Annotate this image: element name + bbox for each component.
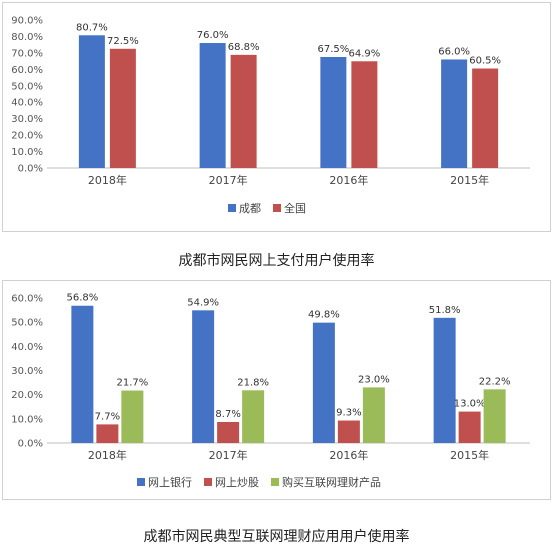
data-label: 22.2% (479, 376, 511, 387)
bar-3 (242, 390, 265, 443)
bar-1 (199, 43, 226, 169)
bar-1 (71, 305, 94, 443)
data-label: 49.8% (308, 310, 340, 321)
y-tick-label: 40.0% (11, 342, 43, 353)
bar-1 (192, 310, 215, 443)
chart-frame-bottom (2, 280, 551, 500)
bar-2 (337, 420, 360, 443)
bar-1 (441, 59, 468, 168)
y-tick-label: 30.0% (11, 366, 43, 377)
bar-2 (109, 48, 136, 168)
legend-swatch (273, 204, 281, 212)
bar-1 (433, 317, 456, 443)
bar-2 (230, 54, 257, 168)
bar-1 (78, 35, 105, 168)
data-label: 68.8% (228, 42, 260, 53)
x-tick-label: 2017年 (209, 173, 248, 187)
x-tick-label: 2015年 (450, 448, 489, 462)
y-tick-label: 50.0% (11, 81, 43, 92)
bar-2 (472, 68, 499, 168)
y-tick-label: 60.0% (11, 65, 43, 76)
data-label: 13.0% (454, 399, 486, 410)
legend-label: 全国 (284, 201, 306, 215)
legend-swatch (137, 478, 145, 486)
x-tick-label: 2018年 (88, 173, 127, 187)
wealth-app-usage-chart: 0.0% 10.0% 20.0% 30.0% 40.0% 50.0% 60.0% 56.8% 7… (11, 293, 530, 489)
chart-title-top: 成都市网民网上支付用户使用率 (178, 253, 375, 269)
data-label: 66.0% (438, 46, 470, 57)
chart-title-bottom: 成都市网民典型互联网理财应用用户使用率 (143, 529, 410, 545)
data-label: 8.7% (215, 409, 240, 420)
legend-swatch (228, 204, 236, 212)
y-tick-label: 40.0% (11, 98, 43, 109)
data-label: 60.5% (469, 56, 501, 67)
y-tick-label: 30.0% (11, 114, 43, 125)
data-label: 76.0% (197, 30, 229, 41)
bar-2 (96, 424, 119, 443)
data-label: 54.9% (187, 297, 219, 308)
data-label: 72.5% (107, 36, 139, 47)
data-label: 56.8% (66, 293, 98, 304)
data-label: 7.7% (95, 411, 120, 422)
legend-label: 网上银行 (148, 475, 192, 489)
legend-label: 成都 (239, 202, 261, 215)
chart-panel-top: 0.0% 10.0% 20.0% 30.0% 40.0% 50.0% 60.0% 70.0% 8… (0, 0, 553, 240)
legend-label: 购买互联网理财产品 (282, 475, 381, 489)
y-tick-label: 70.0% (11, 48, 43, 59)
data-label: 21.7% (116, 378, 148, 389)
x-tick-label: 2015年 (450, 173, 489, 187)
data-label: 21.8% (237, 377, 269, 388)
chart-panel-bottom: 0.0% 10.0% 20.0% 30.0% 40.0% 50.0% 60.0% 56.8% 7… (0, 280, 553, 500)
y-tick-label: 0.0% (18, 439, 43, 450)
y-tick-label: 10.0% (11, 147, 43, 158)
x-tick-label: 2016年 (329, 448, 368, 462)
bar-2 (458, 411, 481, 443)
y-tick-label: 80.0% (11, 32, 43, 43)
legend-label: 网上炒股 (215, 476, 259, 489)
data-label: 64.9% (348, 48, 380, 59)
y-tick-label: 20.0% (11, 390, 43, 401)
x-tick-label: 2016年 (329, 173, 368, 187)
y-tick-label: 50.0% (11, 318, 43, 329)
bar-3 (483, 389, 506, 443)
bar-2 (351, 61, 378, 168)
legend-swatch (204, 478, 212, 486)
bar-2 (217, 421, 240, 443)
data-label: 51.8% (429, 305, 461, 316)
y-tick-label: 20.0% (11, 131, 43, 142)
data-label: 23.0% (358, 374, 390, 385)
bar-3 (362, 387, 385, 443)
x-tick-label: 2017年 (209, 448, 248, 462)
bar-1 (312, 322, 335, 443)
y-tick-label: 90.0% (11, 16, 43, 27)
y-tick-label: 10.0% (11, 414, 43, 425)
data-label: 67.5% (317, 44, 349, 55)
legend-swatch (271, 478, 279, 486)
bar-1 (320, 57, 347, 168)
payment-usage-chart: 0.0% 10.0% 20.0% 30.0% 40.0% 50.0% 60.0% 70.0% 8… (11, 16, 530, 215)
x-tick-label: 2018年 (88, 448, 127, 462)
y-tick-label: 60.0% (11, 294, 43, 305)
bar-3 (121, 390, 144, 443)
data-label: 80.7% (76, 22, 108, 33)
y-tick-label: 0.0% (18, 164, 43, 175)
data-label: 9.3% (336, 408, 361, 419)
